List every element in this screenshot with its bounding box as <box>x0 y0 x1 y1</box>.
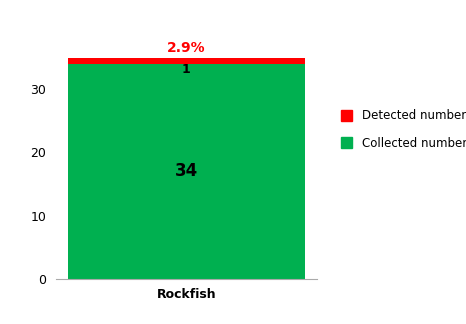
Text: 34: 34 <box>175 162 198 180</box>
Legend: Detected number, Collected number: Detected number, Collected number <box>336 105 466 154</box>
Text: 2.9%: 2.9% <box>167 41 206 55</box>
Bar <box>68 64 305 279</box>
Bar <box>68 58 305 64</box>
Text: 1: 1 <box>182 63 191 76</box>
